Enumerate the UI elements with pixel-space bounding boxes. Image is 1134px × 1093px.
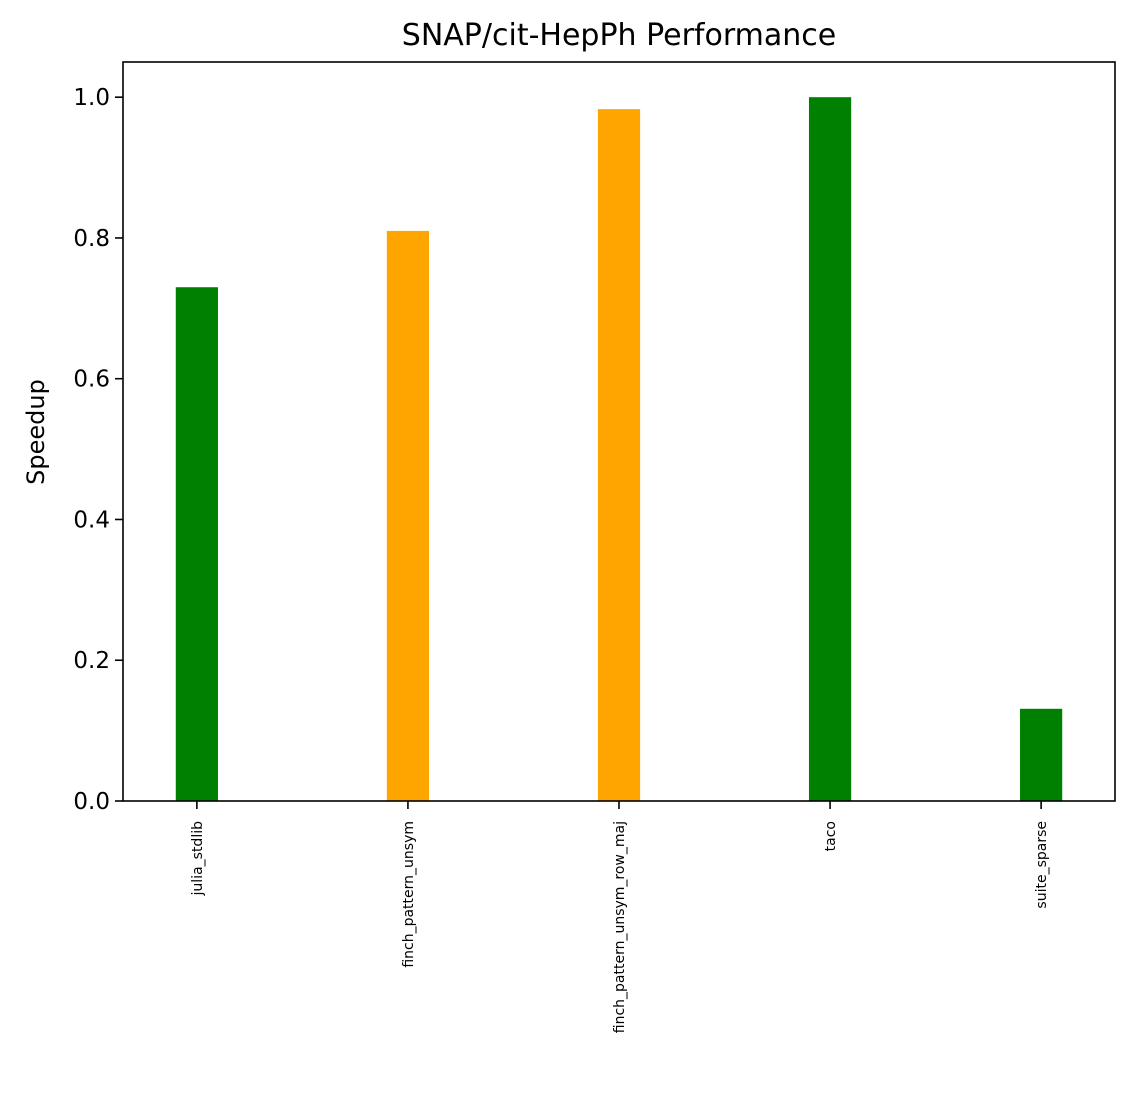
bar-finch-pattern-unsym: [386, 230, 430, 801]
x-tick-label: finch_pattern_unsym_row_maj: [612, 821, 628, 1033]
plot-area-frame: [122, 61, 1116, 802]
y-tick-label: 0.2: [73, 648, 110, 674]
y-tick-label: 0.4: [73, 507, 110, 533]
y-axis-label: Speedup: [22, 379, 50, 485]
bar-suite-sparse: [1020, 708, 1063, 801]
x-axis-ticks: julia_stdlib finch_pattern_unsym finch_pat…: [190, 801, 1050, 1033]
x-tick-label: julia_stdlib: [190, 821, 206, 897]
x-tick-label: taco: [823, 821, 839, 851]
bar-finch-pattern-unsym-row-maj: [597, 109, 641, 801]
x-tick-label: suite_sparse: [1034, 821, 1050, 909]
y-tick-label: 0.8: [73, 226, 110, 252]
bar-julia-stdlib: [175, 287, 218, 802]
y-axis-ticks: 0.0 0.2 0.4 0.6 0.8 1.0: [73, 85, 123, 815]
y-tick-label: 0.0: [73, 789, 110, 815]
chart-title: SNAP/cit-HepPh Performance: [402, 18, 836, 53]
y-tick-label: 0.6: [73, 367, 110, 393]
y-tick-label: 1.0: [73, 85, 110, 111]
x-tick-label: finch_pattern_unsym: [401, 821, 417, 968]
bar-taco: [808, 97, 852, 801]
bars-layer: [175, 97, 1063, 802]
